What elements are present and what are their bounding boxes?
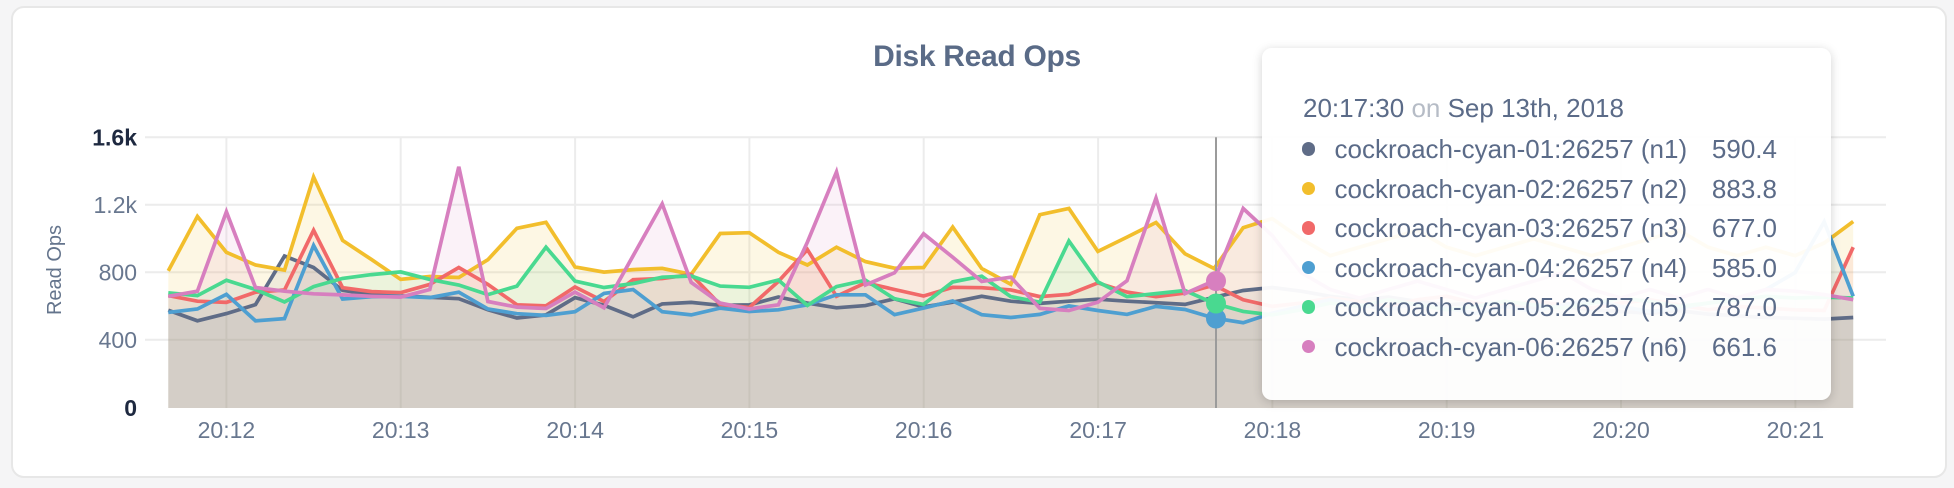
- svg-text:20:15: 20:15: [721, 417, 779, 443]
- svg-text:20:16: 20:16: [895, 417, 953, 443]
- svg-text:20:18: 20:18: [1244, 417, 1302, 443]
- svg-text:20:19: 20:19: [1418, 417, 1476, 443]
- svg-text:20:14: 20:14: [546, 417, 604, 443]
- svg-text:400: 400: [99, 327, 137, 353]
- svg-text:0: 0: [124, 395, 137, 421]
- svg-text:800: 800: [99, 260, 137, 286]
- svg-text:20:17: 20:17: [1069, 417, 1127, 443]
- svg-text:Read Ops: Read Ops: [44, 225, 66, 315]
- svg-text:1.6k: 1.6k: [92, 125, 137, 151]
- svg-text:20:20: 20:20: [1592, 417, 1650, 443]
- svg-text:20:13: 20:13: [372, 417, 430, 443]
- svg-text:20:21: 20:21: [1767, 417, 1825, 443]
- svg-text:1.2k: 1.2k: [94, 192, 138, 218]
- svg-text:20:12: 20:12: [198, 417, 256, 443]
